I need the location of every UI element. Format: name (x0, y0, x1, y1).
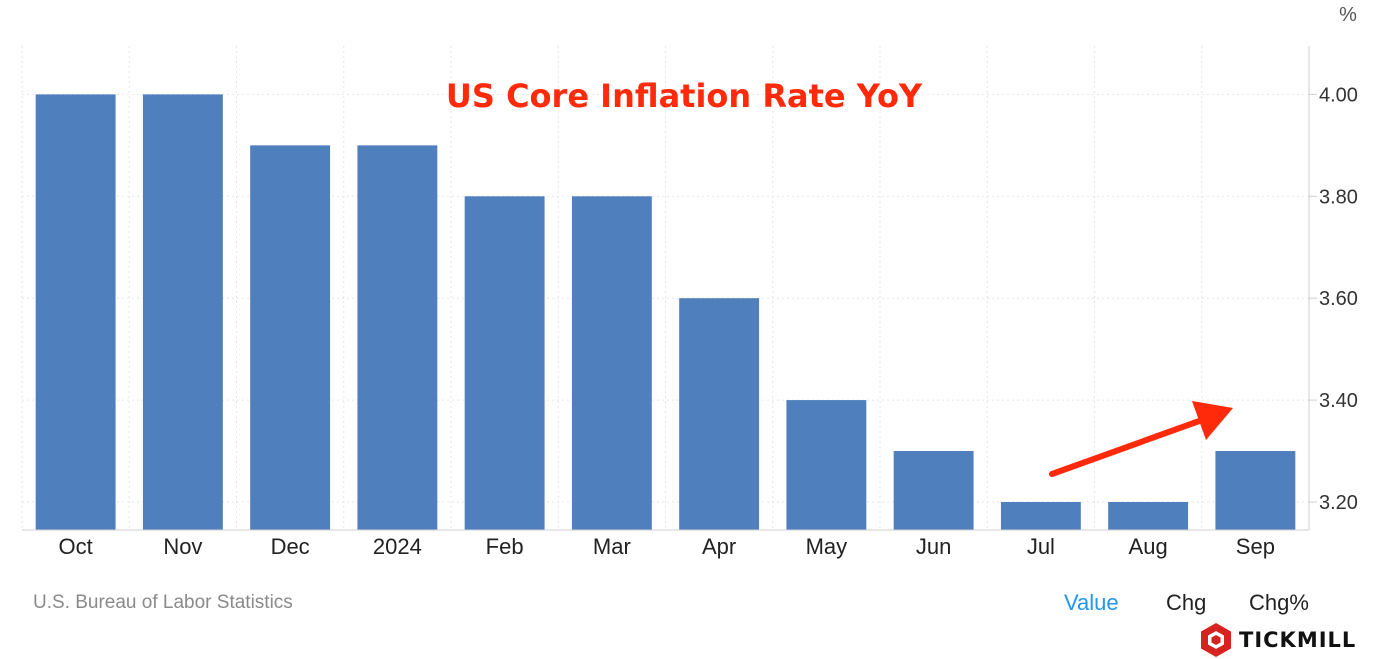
x-tick-label: Feb (486, 534, 524, 559)
grid (21, 46, 1317, 530)
bar-dec[interactable] (250, 145, 331, 531)
trend-arrow (1049, 401, 1233, 477)
x-tick-label: Nov (163, 534, 202, 559)
axes (22, 46, 1310, 531)
y-tick-label: 3.40 (1319, 390, 1358, 412)
bar-mar[interactable] (571, 196, 652, 530)
x-tick-label: Aug (1129, 534, 1168, 559)
trend-arrow-head (1192, 401, 1233, 440)
bar-jun[interactable] (893, 451, 974, 530)
tickmill-logo: TICKMILL (1199, 622, 1356, 658)
bar-may[interactable] (786, 400, 867, 530)
x-tick-label: Jul (1027, 534, 1055, 559)
chart: 3.20 3.40 3.60 3.80 4.00 Oct Nov Dec 2024 Feb Mar… (21, 4, 1358, 559)
x-tick-label: May (806, 534, 848, 559)
chart-title: US Core Inflation Rate YoY (446, 77, 923, 115)
x-tick-label: Dec (271, 534, 310, 559)
bar-feb[interactable] (464, 196, 545, 530)
tickmill-hexagon-icon (1201, 623, 1231, 657)
bar-aug[interactable] (1108, 501, 1189, 530)
y-tick-label: 3.80 (1319, 186, 1358, 208)
trend-arrow-shaft (1049, 417, 1205, 477)
brand-name: TICKMILL (1239, 628, 1357, 652)
source-label: U.S. Bureau of Labor Statistics (33, 592, 293, 613)
x-tick-labels: Oct Nov Dec 2024 Feb Mar Apr May Jun Jul Aug Sep (59, 534, 1275, 559)
toggle-chg[interactable]: Chg (1166, 590, 1207, 615)
bar-nov[interactable] (142, 94, 223, 531)
x-tick-label: Mar (593, 534, 631, 559)
x-tick-label: Oct (59, 534, 93, 559)
bar-sep[interactable] (1215, 451, 1296, 530)
bars (35, 94, 1296, 531)
y-tick-label: 3.20 (1319, 492, 1358, 514)
y-tick-labels: 3.20 3.40 3.60 3.80 4.00 (1319, 84, 1358, 514)
y-unit-label: % (1339, 4, 1357, 26)
bar-2024[interactable] (357, 145, 438, 531)
y-tick-label: 3.60 (1319, 288, 1358, 310)
bar-apr[interactable] (679, 298, 760, 530)
view-toggle-group: Value Chg Chg% (0, 590, 1379, 620)
toggle-chg-percent[interactable]: Chg% (1249, 590, 1309, 615)
x-tick-label: Sep (1236, 534, 1275, 559)
x-tick-label: Jun (916, 534, 951, 559)
x-tick-label: 2024 (373, 534, 422, 559)
y-tick-label: 4.00 (1319, 84, 1358, 106)
bar-oct[interactable] (35, 94, 116, 531)
toggle-value[interactable]: Value (1064, 590, 1119, 615)
x-tick-label: Apr (702, 534, 736, 559)
bar-jul[interactable] (1000, 501, 1081, 530)
